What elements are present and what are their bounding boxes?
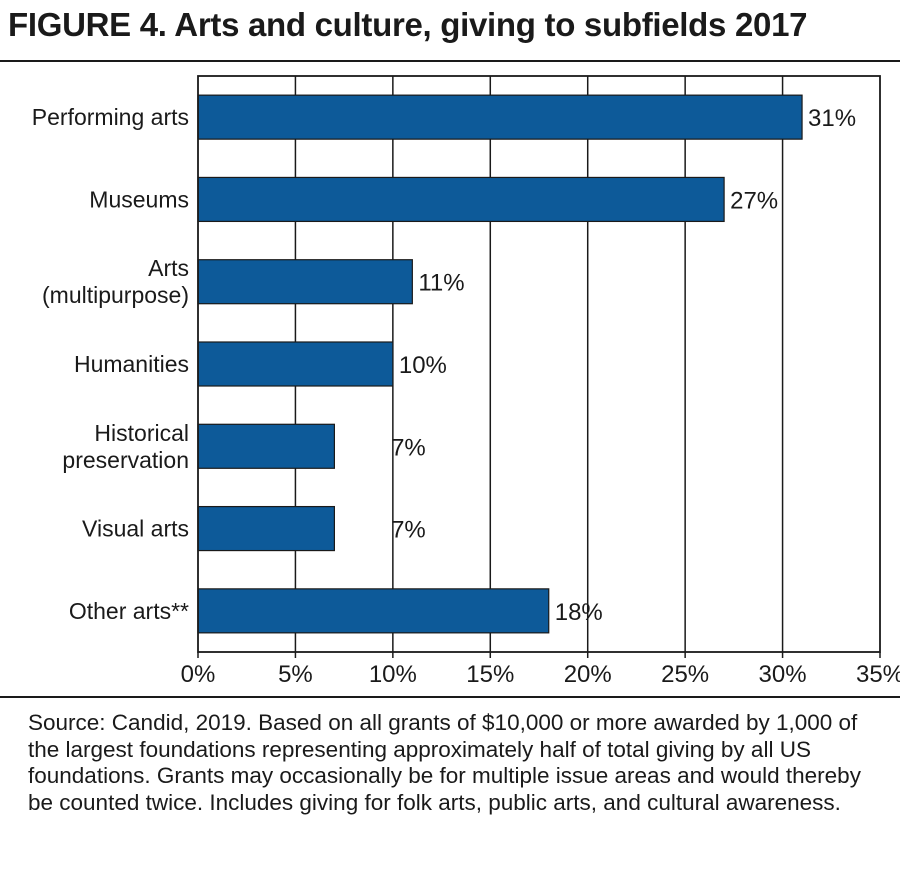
plot-frame xyxy=(197,75,881,653)
source-rule xyxy=(0,696,900,698)
value-label: 7% xyxy=(391,517,426,544)
x-tick-label: 10% xyxy=(369,661,417,688)
x-tick-label: 35% xyxy=(856,661,900,688)
category-label: Humanities xyxy=(74,351,189,377)
bar xyxy=(197,176,725,223)
category-label: Museums xyxy=(89,186,189,212)
bar-chart: 31% Performing arts 27% Museums 11% Arts(mult… xyxy=(32,75,900,688)
category-label: Performing arts xyxy=(32,104,189,130)
title-rule xyxy=(0,60,900,62)
bar xyxy=(197,423,335,469)
value-label: 31% xyxy=(808,105,856,132)
category-label: preservation xyxy=(62,447,189,473)
chart-title: FIGURE 4. Arts and culture, giving to su… xyxy=(8,6,808,43)
value-label: 10% xyxy=(399,352,447,379)
x-tick-label: 30% xyxy=(759,661,807,688)
x-tick-label: 5% xyxy=(278,661,313,688)
x-tick-label: 20% xyxy=(564,661,612,688)
x-tick-label: 0% xyxy=(181,661,216,688)
x-tick-label: 25% xyxy=(661,661,709,688)
bar xyxy=(197,259,413,305)
category-label: (multipurpose) xyxy=(42,282,189,308)
bar xyxy=(197,341,394,387)
bar xyxy=(197,94,803,140)
category-label: Other arts** xyxy=(69,598,189,624)
category-label: Visual arts xyxy=(82,516,189,542)
bar xyxy=(197,505,335,552)
source-note: Source: Candid, 2019. Based on all grant… xyxy=(28,710,861,815)
value-label: 7% xyxy=(391,434,426,461)
value-label: 18% xyxy=(555,599,603,626)
value-label: 11% xyxy=(418,270,464,297)
value-label: 27% xyxy=(730,187,778,214)
category-label: Arts xyxy=(148,255,189,281)
bar xyxy=(197,588,550,634)
category-label: Historical xyxy=(94,420,189,446)
x-tick-label: 15% xyxy=(466,661,514,688)
